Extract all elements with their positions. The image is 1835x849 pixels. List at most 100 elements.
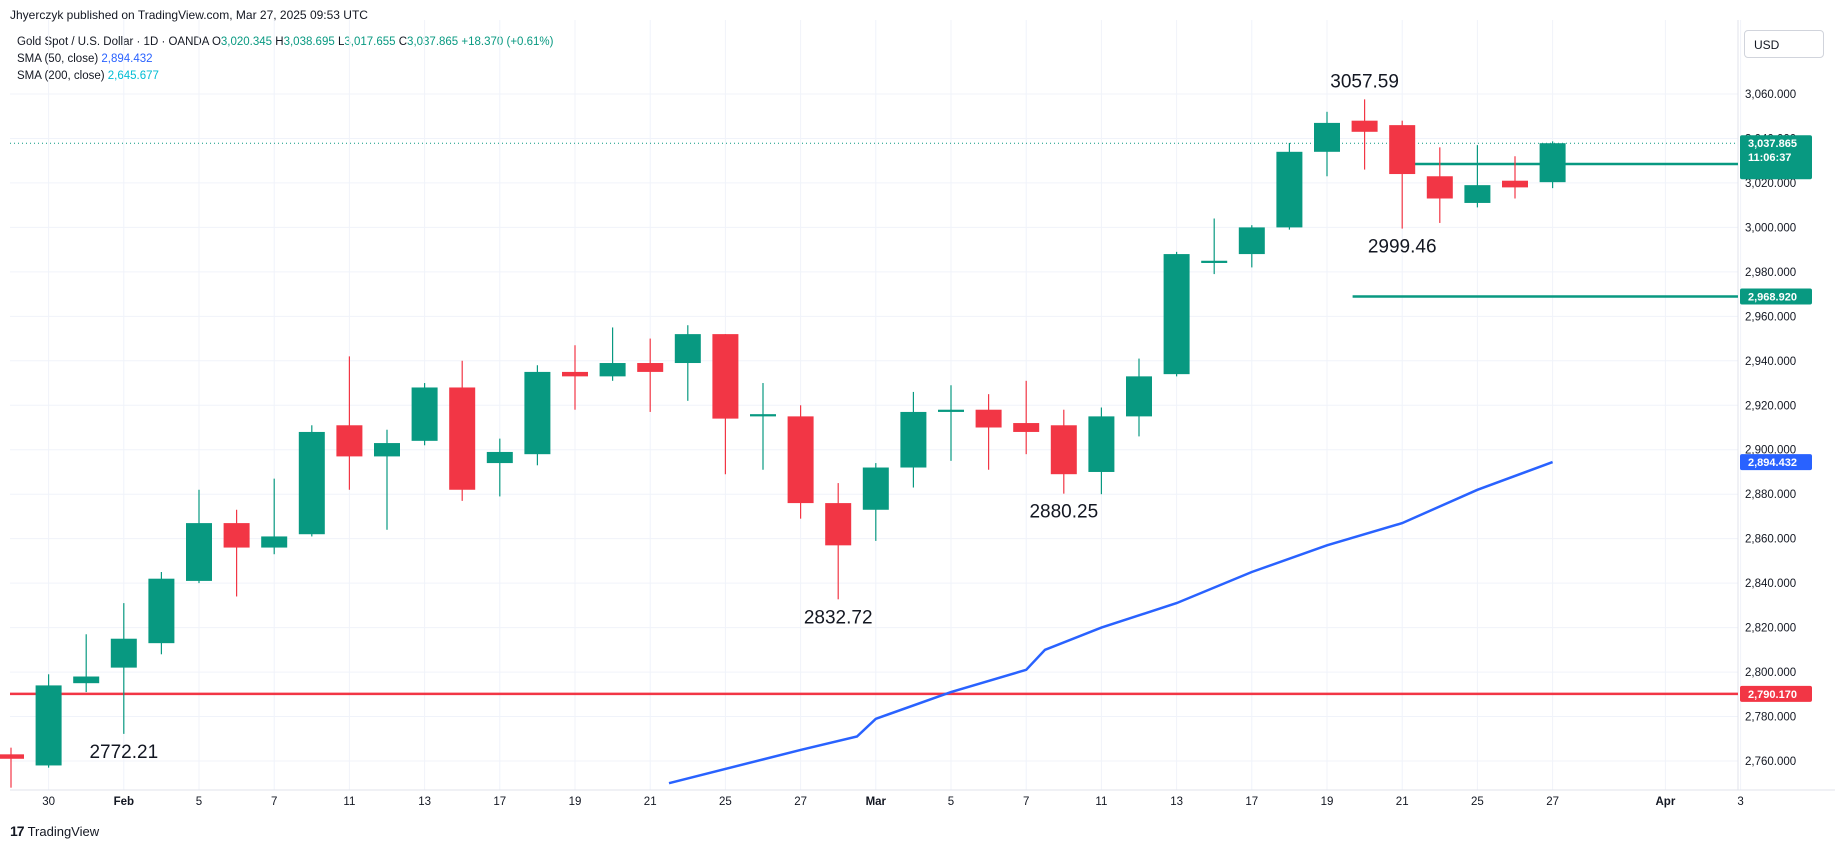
candle-body[interactable] [411, 387, 438, 441]
y-tick-label: 2,760.000 [1745, 756, 1796, 768]
candle-body[interactable] [449, 387, 476, 490]
candle-body[interactable] [1426, 176, 1453, 199]
x-tick-label: 25 [1471, 796, 1484, 808]
candle-body[interactable] [261, 536, 288, 548]
green-support-tag [1740, 288, 1812, 305]
price-annotation: 2832.72 [804, 607, 873, 628]
price-annotation: 3057.59 [1330, 71, 1399, 92]
x-tick-label: 11 [1095, 796, 1107, 808]
candle-body[interactable] [862, 467, 889, 510]
candle-body[interactable] [0, 754, 24, 759]
candle-body[interactable] [1201, 260, 1228, 263]
candle-body[interactable] [1389, 125, 1416, 175]
candle-body[interactable] [1126, 376, 1152, 417]
candle-body[interactable] [975, 409, 1002, 428]
candle-body[interactable] [712, 334, 739, 419]
candle-body[interactable] [1539, 143, 1566, 183]
close-value: 3,037.865 [407, 36, 459, 48]
candle-body[interactable] [35, 685, 62, 766]
candle-body[interactable] [1351, 120, 1378, 132]
candle-body[interactable] [186, 523, 212, 581]
x-tick-label: 19 [1321, 796, 1334, 808]
candle-body[interactable] [1163, 254, 1190, 375]
price-annotation: 2999.46 [1368, 237, 1437, 258]
candle-body[interactable] [223, 523, 250, 548]
y-tick-label: 2,960.000 [1745, 311, 1796, 323]
x-tick-label: Feb [114, 796, 134, 808]
y-tick-label: 2,820.000 [1745, 623, 1796, 635]
x-tick-label: 19 [569, 796, 582, 808]
candle-body[interactable] [787, 416, 814, 504]
currency-button[interactable]: USD [1744, 30, 1824, 58]
candle-body[interactable] [73, 676, 100, 684]
high-label: H [275, 36, 284, 48]
candle-body[interactable] [110, 638, 137, 668]
close-label: C [398, 36, 408, 48]
tradingview-brand: TradingView [27, 823, 100, 839]
green-support-tag-label: 2,968.920 [1748, 292, 1797, 304]
price-annotation: 2772.21 [89, 742, 158, 763]
sma50-value: 2,894.432 [101, 53, 153, 65]
candle-body[interactable] [1013, 423, 1040, 432]
x-tick-label: 21 [1396, 796, 1409, 808]
candle-body[interactable] [637, 363, 664, 372]
sma50-tag-label: 2,894.432 [1748, 457, 1797, 469]
candle-body[interactable] [1050, 425, 1077, 475]
x-tick-label: 25 [719, 796, 732, 808]
chart-legend: Gold Spot / U.S. Dollar · 1D · OANDA O 3,… [17, 34, 554, 85]
y-tick-label: 2,980.000 [1745, 267, 1796, 279]
last-price-tag-label: 3,037.865 [1748, 138, 1797, 150]
candle-body[interactable] [1276, 151, 1303, 228]
y-tick-label: 2,800.000 [1745, 667, 1796, 679]
candle-body[interactable] [1238, 227, 1265, 255]
ohlc-row: Gold Spot / U.S. Dollar · 1D · OANDA O 3,… [17, 34, 554, 51]
sma50-label: SMA (50, close) [17, 53, 99, 65]
x-tick-label: 13 [418, 796, 431, 808]
candle-body[interactable] [674, 334, 701, 364]
sma200-value: 2,645.677 [107, 70, 159, 82]
sma200-label: SMA (200, close) [17, 70, 105, 82]
candle-body[interactable] [374, 443, 400, 457]
open-label: O [211, 36, 221, 48]
y-tick-label: 2,840.000 [1745, 578, 1796, 590]
candle-body[interactable] [562, 371, 588, 377]
candle-body[interactable] [900, 411, 927, 468]
red-support-tag-label: 2,790.170 [1748, 689, 1797, 701]
candle-body[interactable] [1464, 185, 1491, 203]
y-tick-label: 2,900.000 [1745, 445, 1796, 457]
sma50-tag [1740, 454, 1812, 471]
symbol-title[interactable]: Gold Spot / U.S. Dollar · 1D · OANDA [17, 36, 209, 48]
candle-body[interactable] [1088, 416, 1115, 472]
high-value: 3,038.695 [283, 36, 335, 48]
y-tick-label: 2,780.000 [1745, 712, 1796, 724]
candle-body[interactable] [1314, 122, 1340, 152]
x-tick-label: 17 [1245, 796, 1258, 808]
sma200-legend[interactable]: SMA (200, close) 2,645.677 [17, 68, 554, 85]
y-tick-label: 2,940.000 [1745, 356, 1796, 368]
change-value: +18.370 (+0.61%) [461, 36, 554, 48]
candle-body[interactable] [486, 451, 513, 464]
tradingview-logo-icon: 17 [10, 823, 25, 839]
candle-body[interactable] [1502, 180, 1528, 188]
candle-body[interactable] [336, 425, 363, 457]
sma50-line[interactable] [668, 460, 1554, 785]
y-tick-label: 2,920.000 [1745, 400, 1796, 412]
low-label: L [337, 36, 345, 48]
candle-body[interactable] [148, 578, 175, 644]
y-tick-label: 3,060.000 [1745, 89, 1796, 101]
sma50-legend[interactable]: SMA (50, close) 2,894.432 [17, 51, 554, 68]
candle-body[interactable] [599, 363, 626, 377]
candle-body[interactable] [938, 409, 964, 412]
x-tick-label: 30 [42, 796, 55, 808]
candle-body[interactable] [750, 414, 776, 417]
tradingview-footer[interactable]: 17 TradingView [10, 823, 99, 839]
last-price-tag [1740, 135, 1812, 180]
x-tick-label: 11 [343, 796, 355, 808]
candle-body[interactable] [825, 503, 852, 546]
x-tick-label: 13 [1170, 796, 1183, 808]
candle-body[interactable] [298, 431, 325, 535]
x-tick-label: Mar [866, 796, 887, 808]
candle-body[interactable] [524, 371, 551, 455]
low-value: 3,017.655 [344, 36, 396, 48]
